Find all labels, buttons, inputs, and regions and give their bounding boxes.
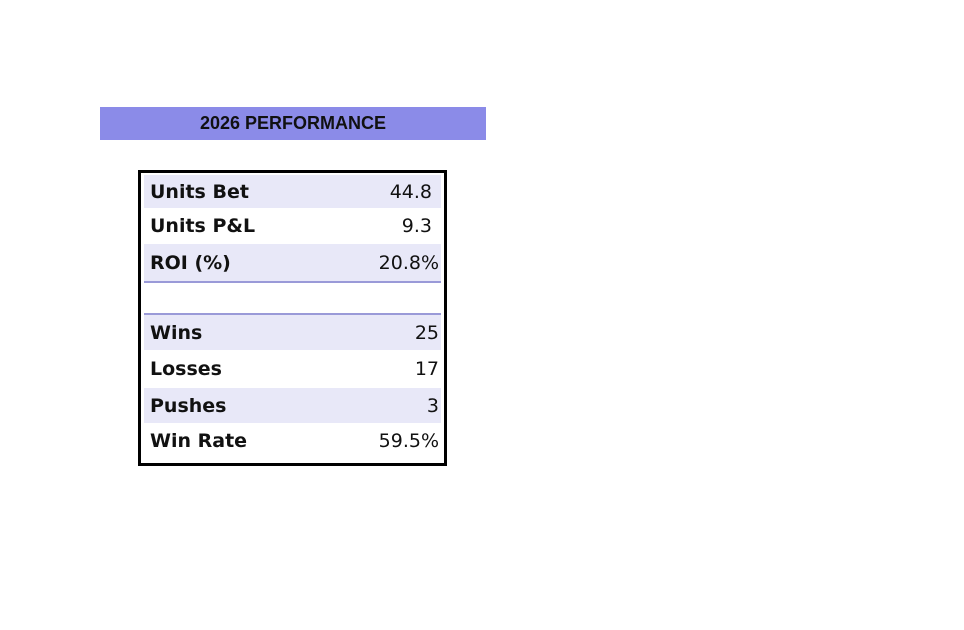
- row-value: 17: [414, 358, 439, 380]
- row-value: 44.8: [389, 180, 432, 203]
- row-value: 59.5%: [378, 430, 439, 452]
- row-label: Units Bet: [150, 180, 249, 203]
- row-value: 25: [414, 321, 439, 344]
- page-title: 2026 PERFORMANCE: [199, 113, 387, 133]
- table-row: ROI (%) 20.8%: [144, 244, 441, 283]
- row-value: 20.8%: [378, 251, 439, 274]
- row-label: Units P&L: [150, 215, 256, 237]
- table-row: Pushes 3: [144, 388, 441, 423]
- table-row: Units P&L 9.3: [144, 208, 441, 244]
- table-row: Wins 25: [144, 315, 441, 350]
- performance-title-banner: 2026 PERFORMANCE: [100, 107, 486, 140]
- row-label: ROI (%): [150, 251, 231, 274]
- performance-table: Units Bet 44.8 Units P&L 9.3 ROI (%) 20.8% …: [138, 170, 447, 466]
- row-value: 3: [426, 394, 439, 417]
- table-row: Units Bet 44.8: [144, 175, 441, 208]
- row-label: Losses: [150, 358, 222, 380]
- table-row: Win Rate 59.5%: [144, 423, 441, 459]
- row-label: Wins: [150, 321, 203, 344]
- blank-row: [144, 283, 441, 315]
- row-label: Pushes: [150, 394, 227, 417]
- row-label: Win Rate: [150, 430, 248, 452]
- row-value: 9.3: [401, 215, 432, 237]
- table-row: Losses 17: [144, 350, 441, 388]
